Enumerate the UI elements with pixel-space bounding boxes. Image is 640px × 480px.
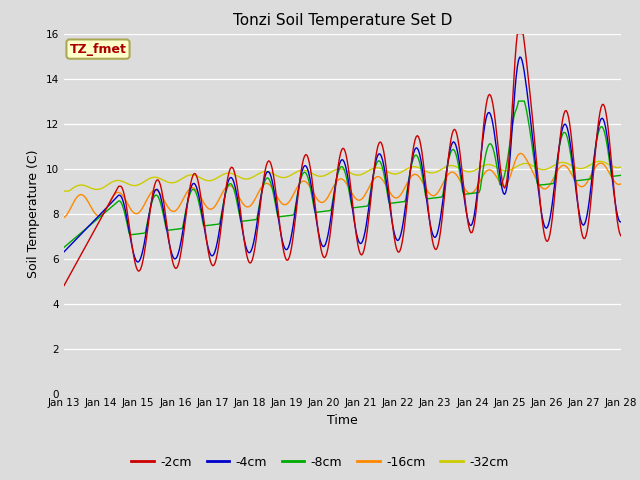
Text: TZ_fmet: TZ_fmet <box>70 43 127 56</box>
Title: Tonzi Soil Temperature Set D: Tonzi Soil Temperature Set D <box>233 13 452 28</box>
Legend: -2cm, -4cm, -8cm, -16cm, -32cm: -2cm, -4cm, -8cm, -16cm, -32cm <box>127 451 513 474</box>
X-axis label: Time: Time <box>327 414 358 427</box>
Y-axis label: Soil Temperature (C): Soil Temperature (C) <box>28 149 40 278</box>
